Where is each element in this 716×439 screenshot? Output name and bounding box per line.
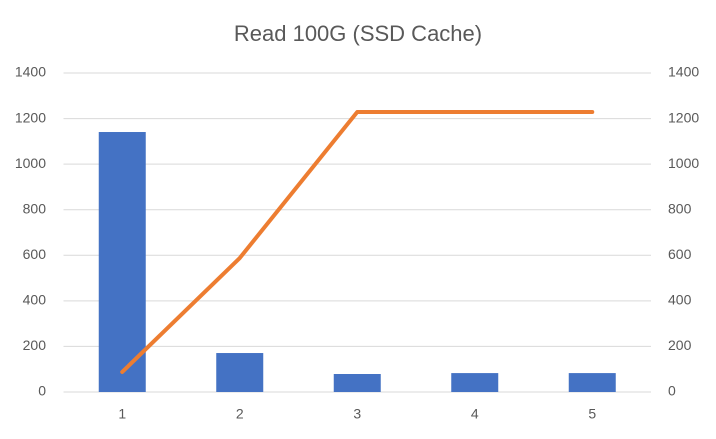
bar [333, 373, 381, 392]
y2-tick-label: 1400 [668, 64, 699, 80]
y-tick-label: 600 [23, 246, 47, 262]
bar [98, 132, 146, 392]
y-tick-label: 0 [38, 383, 46, 399]
bar [568, 373, 616, 392]
y2-tick-label: 400 [668, 292, 692, 308]
y2-tick-label: 600 [668, 246, 692, 262]
y-tick-label: 1400 [15, 64, 46, 80]
y2-tick-label: 0 [668, 383, 676, 399]
y-tick-label: 1200 [15, 109, 46, 125]
x-tick-label: 5 [588, 406, 596, 422]
y-tick-label: 1000 [15, 155, 46, 171]
x-tick-label: 4 [471, 406, 479, 422]
bar [216, 353, 264, 392]
y2-tick-label: 1000 [668, 155, 699, 171]
y2-tick-label: 1200 [668, 109, 699, 125]
y2-tick-label: 800 [668, 200, 692, 216]
y-tick-label: 800 [23, 200, 47, 216]
bar [451, 373, 499, 392]
x-tick-label: 3 [353, 406, 361, 422]
x-tick-label: 2 [236, 406, 244, 422]
line [120, 109, 595, 374]
chart-title: Read 100G (SSD Cache) [234, 21, 482, 46]
y-tick-label: 400 [23, 292, 47, 308]
y2-tick-label: 200 [668, 337, 692, 353]
y-tick-label: 200 [23, 337, 47, 353]
x-tick-label: 1 [118, 406, 126, 422]
